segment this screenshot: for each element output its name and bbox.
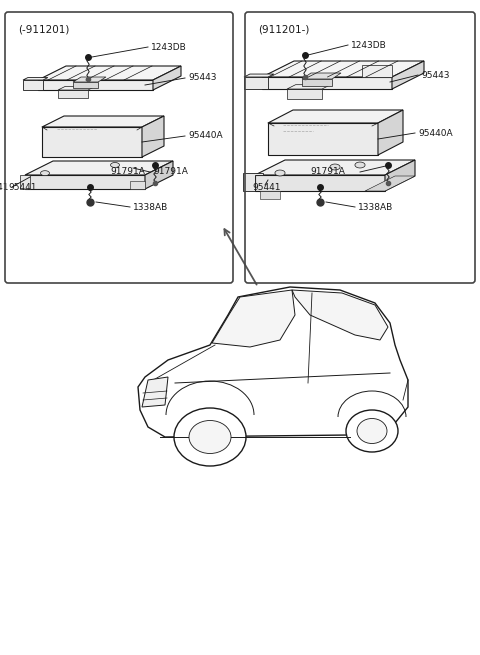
Polygon shape [302,73,341,79]
Polygon shape [23,80,43,90]
Polygon shape [73,82,98,88]
Polygon shape [244,77,268,89]
Polygon shape [145,161,173,189]
Polygon shape [275,170,285,176]
Text: 1243DB: 1243DB [351,41,387,50]
Ellipse shape [189,421,231,453]
Polygon shape [212,290,295,347]
Polygon shape [58,86,96,90]
Polygon shape [243,173,263,191]
Ellipse shape [174,408,246,466]
Text: 1243DB: 1243DB [151,43,187,52]
Polygon shape [365,176,415,191]
Polygon shape [153,66,181,90]
Polygon shape [362,65,392,77]
Ellipse shape [346,410,398,452]
Polygon shape [41,171,49,176]
Polygon shape [355,162,365,168]
Polygon shape [244,74,274,77]
Polygon shape [302,79,332,86]
Polygon shape [23,77,48,80]
Polygon shape [58,90,88,98]
Text: (911201-): (911201-) [258,25,310,35]
Polygon shape [268,110,403,123]
Polygon shape [25,161,173,175]
Polygon shape [378,110,403,155]
Polygon shape [392,61,424,89]
Polygon shape [262,61,424,77]
Polygon shape [38,80,153,90]
Polygon shape [138,287,408,437]
Text: 91791A: 91791A [110,168,145,176]
Polygon shape [25,175,145,189]
Polygon shape [262,77,392,89]
Polygon shape [38,66,181,80]
Text: 95441: 95441 [8,183,36,193]
Text: 95441: 95441 [0,183,9,191]
Polygon shape [73,77,106,82]
Polygon shape [287,84,331,89]
Ellipse shape [357,419,387,443]
Text: 1338AB: 1338AB [358,202,393,212]
Polygon shape [42,127,142,157]
Text: 1338AB: 1338AB [133,202,168,212]
Polygon shape [20,175,30,189]
Polygon shape [42,116,164,127]
Text: (-911201): (-911201) [18,25,70,35]
Text: 95441: 95441 [252,183,280,193]
Text: 91791A: 91791A [310,168,345,176]
Text: 95443: 95443 [421,71,449,79]
Polygon shape [255,175,385,191]
Polygon shape [287,89,322,99]
Text: 95440A: 95440A [418,128,453,138]
Polygon shape [110,162,120,168]
Text: 95443: 95443 [188,73,216,83]
Polygon shape [255,160,415,175]
Polygon shape [130,181,145,189]
Polygon shape [330,164,340,170]
Polygon shape [142,377,168,407]
Polygon shape [260,191,280,199]
Text: 95440A: 95440A [188,132,223,141]
Polygon shape [268,123,378,155]
Polygon shape [142,116,164,157]
Text: 91791A: 91791A [153,168,188,176]
Polygon shape [292,290,388,340]
Polygon shape [385,160,415,191]
